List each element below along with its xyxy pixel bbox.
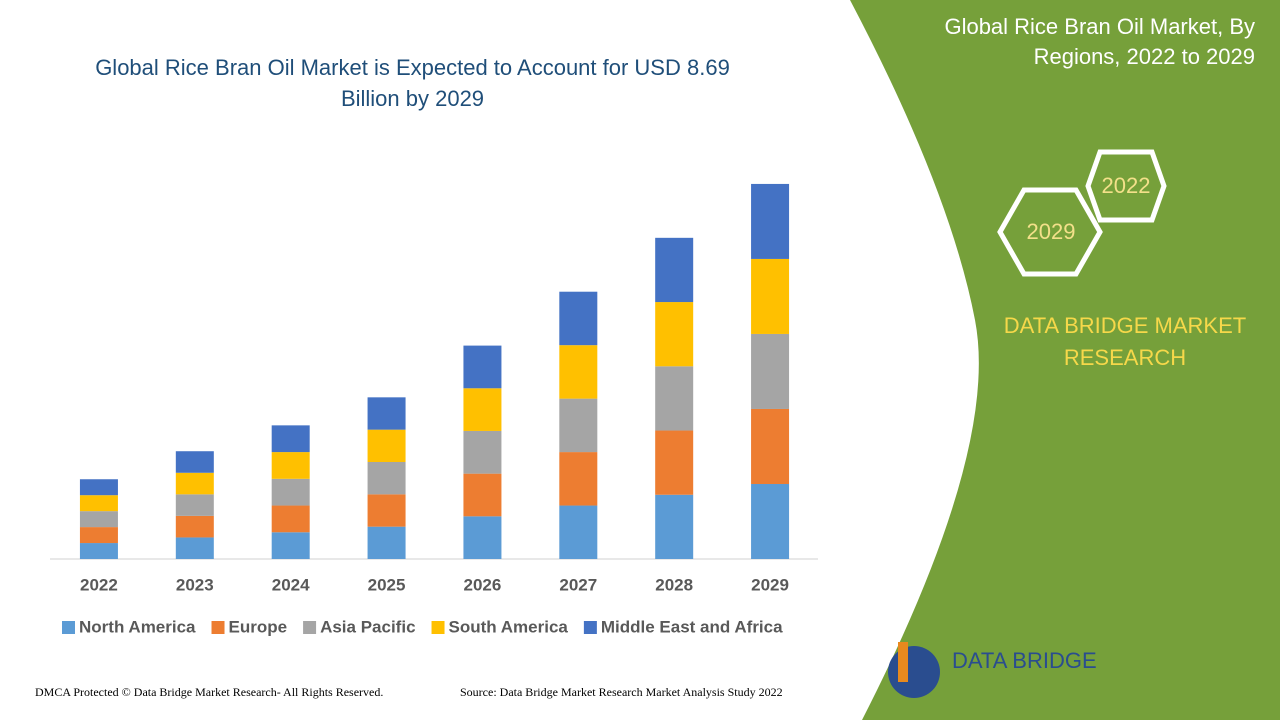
bar-segment [367, 429, 406, 462]
footer: DMCA Protected © Data Bridge Market Rese… [35, 685, 383, 699]
bar-segment [463, 516, 502, 559]
x-tick-label: 2028 [655, 575, 693, 594]
hex-label: 2022 [1102, 173, 1151, 198]
legend-label: Middle East and Africa [601, 617, 783, 636]
bar-segment [271, 505, 310, 533]
logo-text: DATA BRIDGE [952, 648, 1097, 673]
x-tick-label: 2023 [176, 575, 214, 594]
brand-box: DATA BRIDGE MARKET RESEARCH [1003, 313, 1247, 370]
logo-icon [898, 642, 908, 682]
chart-title: Global Rice Bran Oil Market is Expected … [95, 55, 730, 111]
bar-segment [559, 505, 598, 559]
bar-segment [559, 398, 598, 453]
hex-label: 2029 [1027, 219, 1076, 244]
bar-segment [655, 237, 694, 303]
bar-segment [367, 397, 406, 430]
legend-label: Europe [229, 617, 288, 636]
legend-label: South America [449, 617, 569, 636]
bar-segment [175, 472, 214, 495]
legend-swatch [431, 621, 445, 634]
bar-segment [79, 511, 118, 528]
x-tick-label: 2029 [751, 575, 789, 594]
bar-segment [175, 494, 214, 516]
bar-segment [655, 366, 694, 431]
bar-segment [271, 478, 310, 506]
brand: DATA BRIDGE MARKET RESEARCH [1003, 313, 1247, 370]
bar-segment [271, 532, 310, 559]
bar-segment [271, 425, 310, 453]
legend-label: North America [79, 617, 196, 636]
hexagon [1085, 149, 1167, 223]
bar-segment [367, 462, 406, 495]
side-title-box: Global Rice Bran Oil Market, By Regions,… [944, 14, 1255, 69]
x-tick-label: 2024 [272, 575, 310, 594]
side-title: Global Rice Bran Oil Market, By Regions,… [944, 14, 1255, 69]
side-panel [850, 0, 1280, 720]
legend-swatch [303, 621, 317, 634]
bar-segment [79, 527, 118, 544]
x-tick-label: 2027 [559, 575, 597, 594]
bar-segment [79, 495, 118, 512]
footer: Source: Data Bridge Market Research Mark… [460, 685, 783, 699]
bar-segment [751, 258, 790, 334]
bar-segment [655, 302, 694, 367]
bar-segment [559, 452, 598, 506]
bar-segment [751, 408, 790, 484]
legend-swatch [583, 621, 597, 634]
logo-icon [888, 646, 940, 698]
hexagon [997, 187, 1103, 277]
bar-segment [175, 537, 214, 559]
bar-segment [751, 183, 790, 259]
bar-segment [655, 430, 694, 495]
bar-segment [271, 452, 310, 479]
bar-segment [559, 345, 598, 399]
bar-segment [463, 430, 502, 474]
bar-segment [463, 388, 502, 431]
legend-label: Asia Pacific [320, 617, 415, 636]
bar-segment [79, 543, 118, 559]
bar-segment [751, 333, 790, 409]
bar-segment [367, 494, 406, 527]
x-tick-label: 2022 [80, 575, 118, 594]
bar-segment [175, 451, 214, 473]
bar-segment [367, 526, 406, 559]
bar-segment [655, 494, 694, 559]
bar-segment [463, 473, 502, 517]
bar-segment [751, 483, 790, 559]
bar-segment [463, 345, 502, 389]
legend-swatch [62, 621, 75, 634]
bar-segment [79, 479, 118, 496]
title-box: Global Rice Bran Oil Market is Expected … [95, 55, 730, 111]
x-tick-label: 2026 [464, 575, 502, 594]
bar-segment [559, 291, 598, 346]
bar-segment [175, 515, 214, 538]
x-tick-label: 2025 [368, 575, 406, 594]
legend-swatch [211, 621, 225, 634]
